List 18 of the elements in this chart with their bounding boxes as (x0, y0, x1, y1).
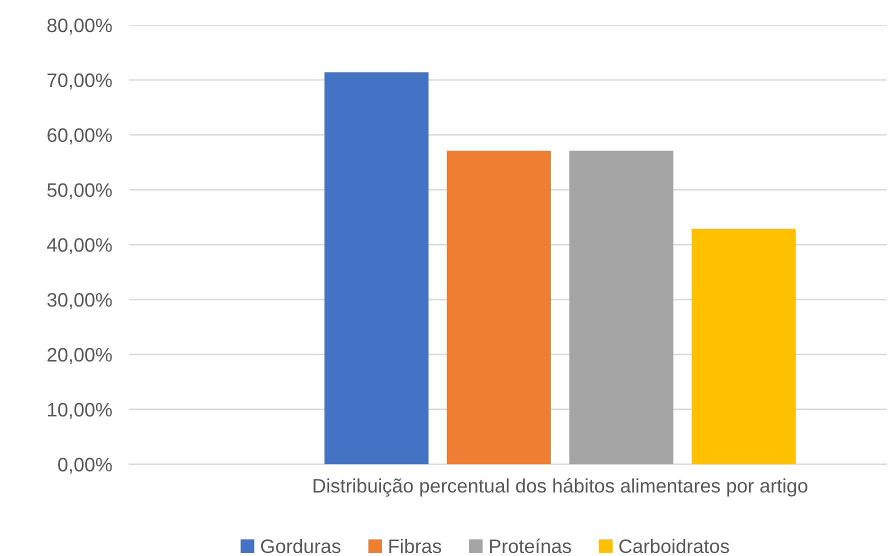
bar (446, 150, 551, 464)
legend-label: Fibras (389, 538, 442, 554)
bar (569, 150, 674, 464)
bar (692, 228, 796, 464)
legend-label: Proteínas (490, 538, 571, 554)
x-tick-label: Distribuição percentual dos hábitos alimentares por artigo (314, 478, 808, 497)
y-tick-label: 60,00% (48, 128, 112, 144)
y-tick-label: 30,00% (47, 293, 112, 310)
y-tick-label: 80,00% (47, 18, 112, 35)
y-tick-label: 10,00% (48, 402, 112, 419)
y-tick-label: 70,00% (48, 73, 112, 90)
y-tick-label: 50,00% (47, 183, 112, 200)
legend-label: Gorduras (261, 538, 340, 554)
y-tick-label: 0,00% (58, 458, 112, 474)
legend-label: Carboidratos (619, 538, 729, 554)
bar (324, 72, 429, 464)
y-tick-label: 20,00% (48, 348, 112, 364)
y-tick-label: 40,00% (47, 238, 112, 254)
